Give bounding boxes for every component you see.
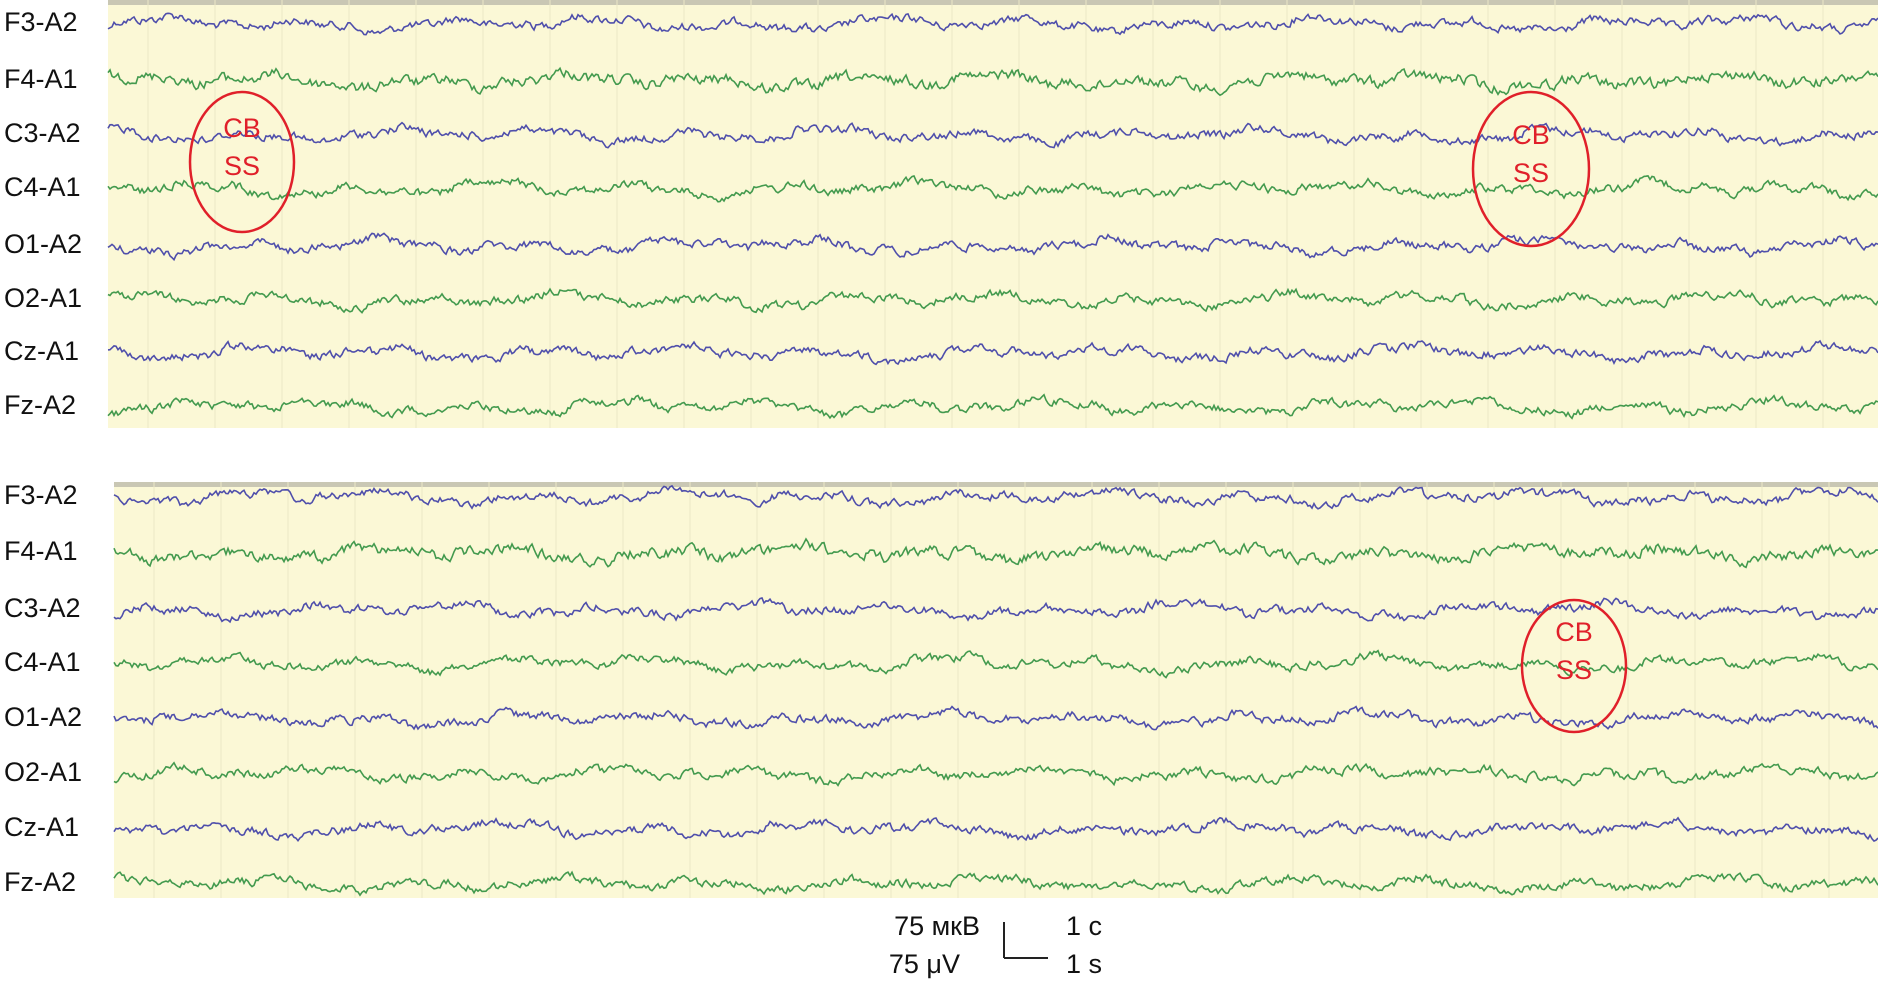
annotation-text: CB: [1555, 617, 1593, 647]
annotation-text: SS: [1513, 158, 1549, 188]
channel-label: O1-A2: [4, 229, 82, 259]
eeg-trace: [113, 816, 1878, 843]
eeg-trace: [113, 705, 1878, 731]
channel-label: O1-A2: [4, 702, 82, 732]
eeg-trace: [107, 175, 1878, 203]
channel-label: Fz-A2: [4, 867, 76, 897]
eeg-trace: [113, 484, 1878, 510]
channel-label: O2-A1: [4, 757, 82, 787]
channel-label: C3-A2: [4, 593, 81, 623]
channel-label: F3-A2: [4, 7, 78, 37]
eeg-trace: [107, 12, 1878, 36]
scale-amplitude: 75 мкВ: [894, 911, 980, 941]
eeg-trace: [113, 761, 1878, 787]
annotation-text: SS: [1556, 655, 1592, 685]
channel-label: C4-A1: [4, 647, 81, 677]
eeg-trace: [107, 393, 1878, 420]
annotation-text: SS: [224, 151, 260, 181]
channel-label: Fz-A2: [4, 390, 76, 420]
spindle-marker: [188, 90, 296, 234]
scale-time: 1 с: [1066, 911, 1102, 941]
eeg-trace: [113, 597, 1878, 624]
spindle-marker: [1520, 598, 1628, 734]
eeg-trace: [107, 121, 1878, 149]
channel-label: Cz-A1: [4, 812, 79, 842]
spindle-marker: [1471, 90, 1591, 248]
annotation-text: CB: [1512, 120, 1550, 150]
panels: F3-A2 F4-A1 C3-A2 C4-A1 O1-A2 O2-A1 Cz-A1 Fz-A2…: [4, 0, 1878, 898]
channel-label: Cz-A1: [4, 336, 79, 366]
channel-label: F3-A2: [4, 480, 78, 510]
top-strip: [108, 0, 1878, 5]
channel-label: F4-A1: [4, 536, 78, 566]
top-strip: [114, 482, 1878, 487]
trace-background: [108, 0, 1878, 428]
eeg-trace: [113, 870, 1878, 897]
channel-label: C3-A2: [4, 118, 81, 148]
channel-label: F4-A1: [4, 64, 78, 94]
eeg-trace: [113, 649, 1878, 679]
scale-amplitude: 75 μV: [889, 949, 960, 979]
eeg-trace: [113, 537, 1878, 569]
annotation-text: CB: [223, 113, 261, 143]
eeg-trace: [107, 232, 1878, 262]
eeg-trace: [107, 287, 1878, 314]
channel-label: C4-A1: [4, 172, 81, 202]
scale-time: 1 s: [1066, 949, 1102, 979]
trace-background: [114, 482, 1878, 898]
eeg-trace: [107, 66, 1878, 97]
channel-label: O2-A1: [4, 283, 82, 313]
eeg-trace: [107, 339, 1878, 366]
